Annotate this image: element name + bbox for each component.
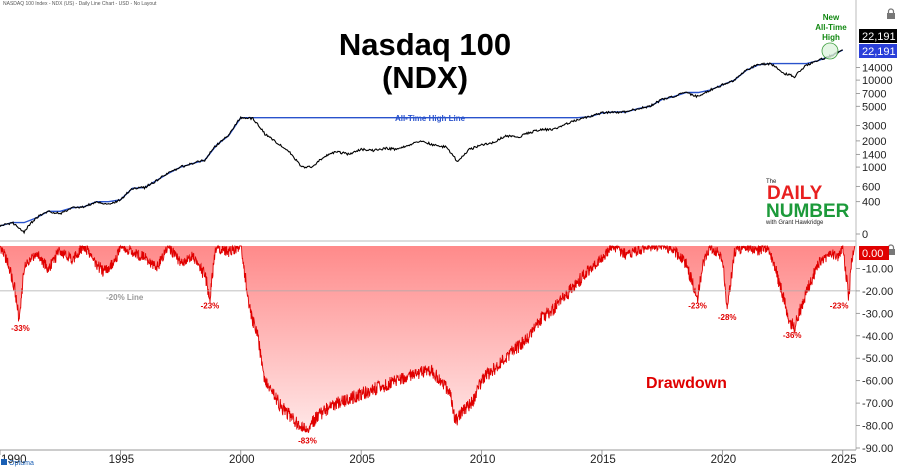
price-last-value-bottom: 22,191 (862, 46, 896, 58)
price-y-tick-label: 5000 (862, 101, 886, 113)
price-y-tick-label: 1400 (862, 149, 886, 161)
minus-20-line-label: -20% Line (106, 293, 144, 302)
drawdown-annotation: -33% (11, 324, 30, 333)
new-high-label-3: High (822, 33, 840, 42)
price-line (0, 49, 843, 235)
price-series (0, 49, 843, 235)
chart-header-info: NASDAQ 100 Index - NDX (US) - Daily Line… (3, 1, 157, 7)
price-y-tick-label: 400 (862, 197, 880, 209)
drawdown-annotation: -36% (783, 331, 802, 340)
new-high-label-2: All-Time (815, 23, 847, 32)
logo-subtitle: with Grant Hawkridge (765, 220, 824, 226)
price-last-badge-top: 22,191 (859, 29, 897, 43)
logo-the: The (766, 179, 777, 185)
drawdown-annotation: -23% (201, 302, 220, 311)
drawdown-y-tick-label: -10.00 (862, 263, 893, 275)
chart-subtitle: (NDX) (382, 60, 468, 95)
new-high-marker (821, 42, 839, 60)
price-panel (0, 0, 857, 450)
logo-daily: DAILY (767, 183, 823, 204)
drawdown-annotation: -23% (830, 302, 849, 311)
x-tick-label: 1990 (1, 454, 27, 466)
drawdown-y-tick-label: -70.00 (862, 398, 893, 410)
optuma-brand: Optuma (1, 459, 34, 467)
price-y-tick-label: 1000 (862, 162, 886, 174)
drawdown-y-tick-label: -20.00 (862, 286, 893, 298)
x-tick-label: 2020 (711, 454, 737, 466)
price-y-tick-label: 2000 (862, 136, 886, 148)
drawdown-y-axis: -10.00 -20.00 -30.00 -40.00 -50.00 -60.00 -70.… (856, 263, 893, 455)
price-last-value-top: 22,191 (862, 31, 896, 43)
drawdown-last-value: 0.00 (862, 248, 883, 260)
x-tick-label: 2010 (470, 454, 496, 466)
drawdown-y-tick-label: -60.00 (862, 376, 893, 388)
drawdown-annotation: -28% (718, 313, 737, 322)
drawdown-y-tick-label: -40.00 (862, 331, 893, 343)
drawdown-title: Drawdown (646, 375, 727, 392)
drawdown-y-tick-label: -90.00 (862, 443, 893, 455)
x-axis: 1990 1995 2000 2005 2010 2015 2020 2025 (0, 450, 857, 466)
drawdown-area (0, 246, 855, 433)
ath-line-label: All-Time High Line (395, 114, 466, 123)
x-tick-label: 2015 (590, 454, 616, 466)
drawdown-y-tick-label: -50.00 (862, 353, 893, 365)
price-y-tick-label: 14000 (862, 62, 893, 74)
price-y-tick-label: 7000 (862, 89, 886, 101)
x-tick-label: 2025 (831, 454, 857, 466)
new-high-label-1: New (823, 13, 840, 22)
drawdown-y-tick-label: -80.00 (862, 421, 893, 433)
price-y-tick-label: 3000 (862, 121, 886, 133)
optuma-label: Optuma (9, 460, 34, 467)
price-y-tick-label: 600 (862, 181, 880, 193)
drawdown-series (0, 244, 856, 434)
lock-icon[interactable] (887, 8, 895, 19)
x-tick-label: 2005 (349, 454, 375, 466)
price-y-tick-label: 10000 (862, 75, 893, 87)
drawdown-last-badge: 0.00 (859, 246, 889, 260)
x-tick-label: 2000 (229, 454, 255, 466)
drawdown-annotation: -83% (298, 436, 317, 445)
drawdown-y-tick-label: -30.00 (862, 308, 893, 320)
daily-number-logo: The DAILY NUMBER with Grant Hawkridge (765, 179, 850, 226)
price-last-badge-bottom: 22,191 (859, 44, 897, 58)
logo-number: NUMBER (766, 201, 850, 222)
optuma-icon (1, 459, 7, 465)
drawdown-annotations: -33% -23% -83% -23% -28% -36% -23% (11, 302, 848, 446)
drawdown-annotation: -23% (688, 302, 707, 311)
drawdown-line (0, 244, 856, 434)
chart-title: Nasdaq 100 (339, 27, 511, 62)
x-tick-label: 1995 (109, 454, 135, 466)
price-y-tick-label: 0 (862, 229, 868, 241)
